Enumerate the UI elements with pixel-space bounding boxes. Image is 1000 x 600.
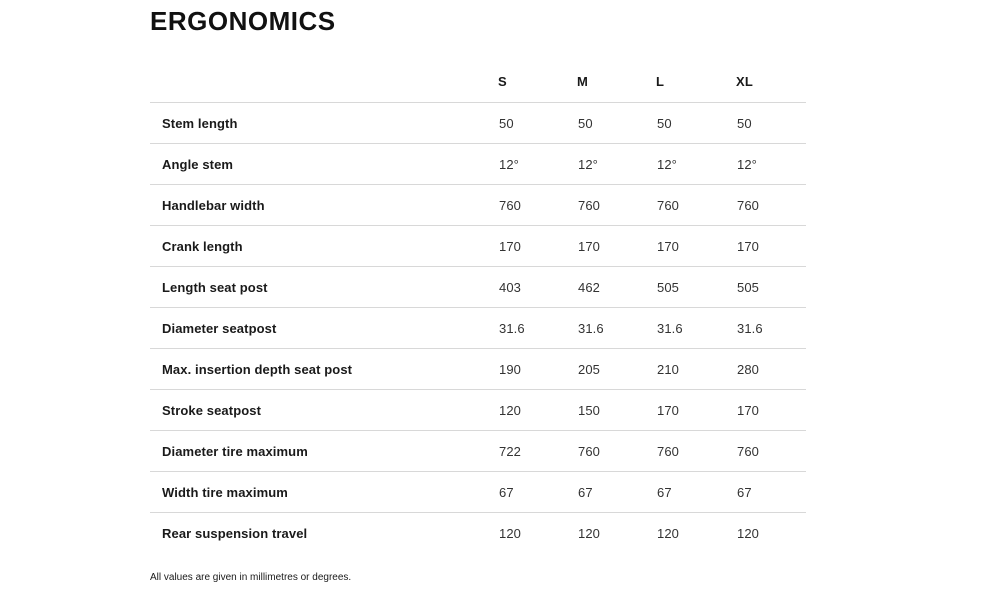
column-header-xl: XL [736, 74, 754, 89]
cell-value: 31.6 [656, 307, 736, 349]
cell-value: 170 [498, 225, 577, 267]
row-label: Rear suspension travel [150, 512, 498, 554]
page-title: ERGONOMICS [150, 6, 336, 36]
cell-value: 190 [498, 348, 577, 390]
cell-value: 170 [656, 225, 736, 267]
cell-value: 50 [656, 102, 736, 144]
cell-value: 12° [656, 143, 736, 185]
cell-value: 67 [498, 471, 577, 513]
table-row-diameter-seatpost: Diameter seatpost 31.6 31.6 31.6 31.6 [150, 307, 806, 349]
row-label: Width tire maximum [150, 471, 498, 513]
cell-value: 505 [656, 266, 736, 308]
cell-value: 31.6 [736, 307, 806, 349]
row-label: Max. insertion depth seat post [150, 348, 498, 390]
table-row-diameter-tire-maximum: Diameter tire maximum 722 760 760 760 [150, 430, 806, 472]
cell-value: 120 [577, 512, 656, 554]
table-row-stem-length: Stem length 50 50 50 50 [150, 102, 806, 144]
cell-value: 462 [577, 266, 656, 308]
cell-value: 50 [577, 102, 656, 144]
cell-value: 120 [498, 389, 577, 431]
cell-value: 722 [498, 430, 577, 472]
row-label: Diameter seatpost [150, 307, 498, 349]
row-label: Length seat post [150, 266, 498, 308]
cell-value: 205 [577, 348, 656, 390]
cell-value: 760 [656, 430, 736, 472]
cell-value: 31.6 [498, 307, 577, 349]
cell-value: 12° [736, 143, 806, 185]
row-label: Stem length [150, 102, 498, 144]
row-label: Diameter tire maximum [150, 430, 498, 472]
cell-value: 170 [656, 389, 736, 431]
cell-value: 505 [736, 266, 806, 308]
cell-value: 67 [577, 471, 656, 513]
column-header-m: M [577, 74, 589, 89]
row-label: Stroke seatpost [150, 389, 498, 431]
spec-column-header [150, 74, 498, 103]
cell-value: 170 [577, 225, 656, 267]
row-label: Handlebar width [150, 184, 498, 226]
column-header-s: S [498, 74, 507, 89]
table-header-row: S M L XL [150, 74, 806, 103]
cell-value: 170 [736, 389, 806, 431]
cell-value: 760 [577, 430, 656, 472]
table-row-stroke-seatpost: Stroke seatpost 120 150 170 170 [150, 389, 806, 431]
cell-value: 67 [736, 471, 806, 513]
cell-value: 120 [656, 512, 736, 554]
cell-value: 760 [736, 430, 806, 472]
cell-value: 760 [498, 184, 577, 226]
cell-value: 170 [736, 225, 806, 267]
cell-value: 210 [656, 348, 736, 390]
cell-value: 67 [656, 471, 736, 513]
table-row-max-insertion-depth: Max. insertion depth seat post 190 205 2… [150, 348, 806, 390]
cell-value: 280 [736, 348, 806, 390]
cell-value: 120 [736, 512, 806, 554]
table-row-rear-suspension-travel: Rear suspension travel 120 120 120 120 [150, 512, 806, 554]
table-row-crank-length: Crank length 170 170 170 170 [150, 225, 806, 267]
cell-value: 50 [736, 102, 806, 144]
row-label: Crank length [150, 225, 498, 267]
cell-value: 12° [577, 143, 656, 185]
cell-value: 150 [577, 389, 656, 431]
cell-value: 403 [498, 266, 577, 308]
table-row-length-seat-post: Length seat post 403 462 505 505 [150, 266, 806, 308]
cell-value: 760 [656, 184, 736, 226]
cell-value: 760 [577, 184, 656, 226]
table-row-width-tire-maximum: Width tire maximum 67 67 67 67 [150, 471, 806, 513]
ergonomics-table: S M L XL Stem length 50 50 50 50 Angle s… [150, 74, 806, 554]
cell-value: 50 [498, 102, 577, 144]
cell-value: 120 [498, 512, 577, 554]
footnote: All values are given in millimetres or d… [150, 571, 352, 583]
cell-value: 760 [736, 184, 806, 226]
ergonomics-section: ERGONOMICS S M L XL Stem length 50 50 50… [150, 8, 806, 583]
column-header-l: L [656, 74, 665, 89]
table-row-angle-stem: Angle stem 12° 12° 12° 12° [150, 143, 806, 185]
cell-value: 12° [498, 143, 577, 185]
table-row-handlebar-width: Handlebar width 760 760 760 760 [150, 184, 806, 226]
row-label: Angle stem [150, 143, 498, 185]
cell-value: 31.6 [577, 307, 656, 349]
